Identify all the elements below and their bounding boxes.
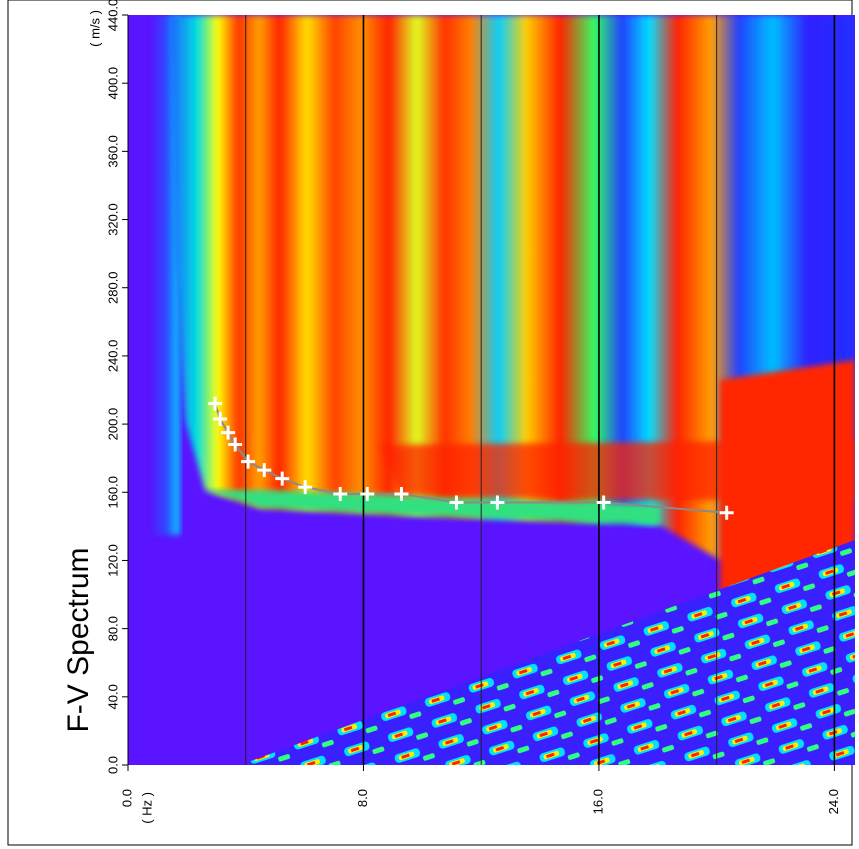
pick-point [257,463,272,478]
pick-point [241,454,256,469]
x-tick-label: 24.0 [826,789,841,814]
pick-point [298,480,313,495]
spectrum [128,15,855,765]
y-tick-label: 120.0 [105,544,120,577]
y-tick-label: 0.0 [105,756,120,774]
pick-point [213,411,228,426]
y-tick-label: 200.0 [105,408,120,441]
pick-point [394,486,409,501]
y-tick-label: 160.0 [105,476,120,509]
y-tick-label: 360.0 [105,135,120,168]
pick-point [596,495,611,510]
x-tick-label: 0.0 [119,789,134,807]
pick-point [490,495,505,510]
y-tick-label: 280.0 [105,271,120,304]
pick-point [449,495,464,510]
pick-point [333,486,348,501]
pick-point [719,505,734,520]
y-tick-label: 400.0 [105,67,120,100]
y-tick-label: 40.0 [105,684,120,709]
x-unit: ( Hz ) [139,792,154,824]
y-tick-label: 240.0 [105,340,120,373]
y-tick-label: 440.0 [105,0,120,31]
y-tick-label: 320.0 [105,203,120,236]
y-tick-label: 80.0 [105,616,120,641]
pick-point [221,425,236,440]
pick-point [208,396,223,411]
x-tick-label: 8.0 [355,789,370,807]
pick-point [228,437,243,452]
y-unit: ( m/s ) [87,10,102,47]
pick-point [275,471,290,486]
x-tick-label: 16.0 [590,789,605,814]
pick-point [360,486,375,501]
chart-title: F-V Spectrum [62,547,95,732]
